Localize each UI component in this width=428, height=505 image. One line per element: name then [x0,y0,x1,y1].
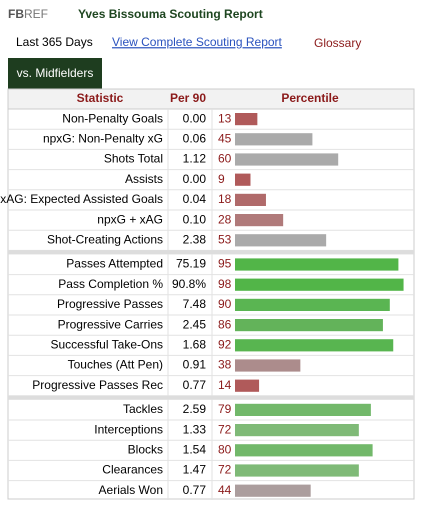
percentile-bar [235,359,301,372]
percentile-bar [235,444,373,457]
glossary-link[interactable]: Glossary [314,36,361,50]
stat-name: Interceptions [94,422,163,436]
stat-name: Progressive Carries [58,317,163,331]
percentile-value: 72 [218,422,232,436]
percentile-value: 92 [218,337,232,351]
per90: 90.8% [172,277,206,291]
tab-label[interactable]: vs. Midfielders [17,66,94,80]
stat-name: Non-Penalty Goals [62,111,163,125]
stat-name: Touches (Att Pen) [68,358,163,372]
per90: 1.68 [183,337,207,351]
stat-name: npxG: Non-Penalty xG [43,131,163,145]
page-title: Yves Bissouma Scouting Report [78,7,263,21]
percentile-bar [235,258,399,271]
percentile-bar [235,214,284,227]
percentile-bar [235,173,251,186]
percentile-value: 80 [218,442,232,456]
percentile-bar [235,424,359,437]
percentile-value: 38 [218,358,232,372]
stat-name: Pass Completion % [58,277,163,291]
per90: 0.91 [183,358,207,372]
per90: 1.33 [183,422,207,436]
logo: FBREF [8,7,48,21]
stat-name: npxG + xAG [97,212,163,226]
percentile-bar [235,339,394,352]
percentile-bar [235,298,390,311]
stat-name: Assists [125,172,163,186]
scouting-link[interactable]: View Complete Scouting Report [112,35,283,49]
logo-ref: REF [24,7,48,21]
percentile-value: 98 [218,277,232,291]
percentile-bar [235,464,359,477]
percentile-value: 90 [218,297,232,311]
percentile-bar [235,193,266,206]
stat-name: Shot-Creating Actions [47,232,163,246]
percentile-bar [235,113,258,126]
period: Last 365 Days [16,35,93,49]
stat-name: Tackles [123,402,163,416]
logo-fb: FB [8,7,24,21]
table [7,88,415,500]
stat-name: xAG: Expected Assisted Goals [0,192,163,206]
percentile-bar [235,403,371,416]
tab[interactable] [8,58,102,89]
percentile-value: 44 [218,483,232,497]
stat-name: Shots Total [104,152,163,166]
percentile-bar [235,153,339,166]
stat-name: Progressive Passes Rec [32,378,163,392]
stat-name: Progressive Passes [57,297,163,311]
percentile-value: 28 [218,212,232,226]
stat-name: Successful Take-Ons [51,337,164,351]
percentile-value: 79 [218,402,232,416]
stat-name: Blocks [128,442,163,456]
per90: 2.38 [183,232,207,246]
per90: 0.04 [183,192,207,206]
group-separator [8,250,414,255]
percentile-bar [235,278,404,291]
per90: 1.12 [183,152,207,166]
percentile-value: 18 [218,192,232,206]
percentile-value: 45 [218,131,232,145]
percentile-value: 72 [218,463,232,477]
per90: 0.06 [183,131,207,145]
percentile-value: 13 [218,111,232,125]
per90: 2.45 [183,317,207,331]
column-header: Statistic [77,91,124,105]
stat-name: Passes Attempted [66,257,163,271]
percentile-value: 60 [218,152,232,166]
percentile-bar [235,133,313,146]
percentile-bar [235,379,260,392]
column-header: Per 90 [170,91,206,105]
percentile-value: 53 [218,232,232,246]
per90: 2.59 [183,402,207,416]
percentile-value: 14 [218,378,232,392]
per90: 0.77 [183,483,207,497]
percentile-bar [235,234,327,247]
per90: 0.00 [183,172,207,186]
table-header [7,88,415,110]
per90: 0.77 [183,378,207,392]
per90: 75.19 [176,257,206,271]
per90: 0.10 [183,212,207,226]
percentile-value: 95 [218,257,232,271]
stat-name: Clearances [102,463,163,477]
percentile-bar [235,484,311,497]
per90: 0.00 [183,111,207,125]
stat-name: Aerials Won [99,483,163,497]
per90: 1.54 [183,442,207,456]
group-separator [8,395,414,400]
per90: 1.47 [183,463,207,477]
per90: 7.48 [183,297,207,311]
column-header: Percentile [281,91,339,105]
percentile-value: 86 [218,317,232,331]
percentile-bar [235,319,383,332]
percentile-value: 9 [218,172,225,186]
